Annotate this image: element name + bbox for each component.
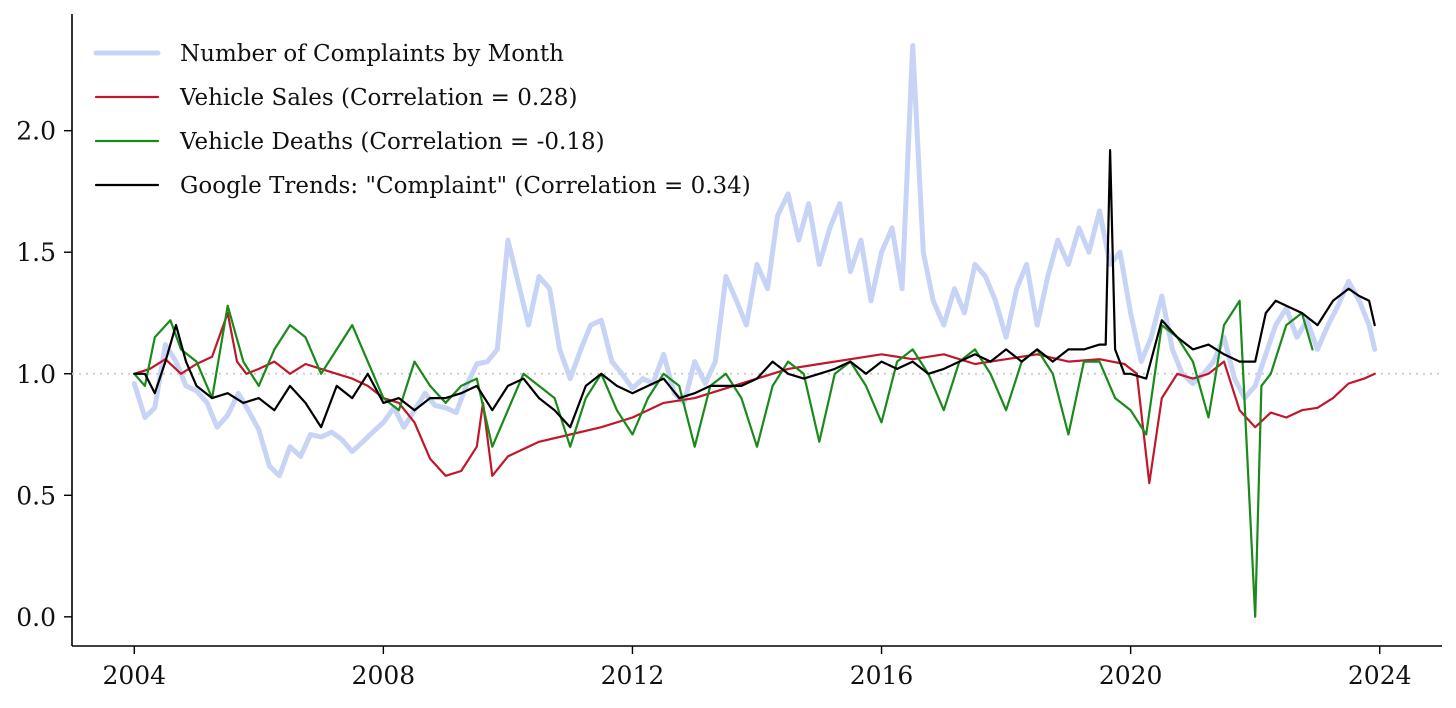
legend-label-1: Vehicle Sales (Correlation = 0.28) (179, 85, 577, 111)
y-tick-label: 0.0 (16, 603, 56, 632)
x-tick-label: 2020 (1099, 661, 1163, 690)
legend-label-0: Number of Complaints by Month (180, 41, 564, 67)
x-tick-label: 2004 (102, 661, 166, 690)
axes-group: 2004 2008 2012 2016 2020 2024 0.0 0.5 1.0 1.5 2.0 (16, 14, 1442, 690)
y-tick-label: 0.5 (16, 481, 56, 510)
series-line-3 (133, 149, 1376, 429)
x-tick-label: 2008 (352, 661, 416, 690)
x-tick-label: 2016 (850, 661, 914, 690)
y-tick-label: 1.0 (16, 360, 56, 389)
series-line-1 (133, 311, 1376, 485)
y-tick-label: 2.0 (16, 117, 56, 146)
y-tick-label: 1.5 (16, 238, 56, 267)
x-tick-label: 2012 (601, 661, 665, 690)
legend-label-2: Vehicle Deaths (Correlation = -0.18) (179, 129, 605, 155)
legend: Number of Complaints by Month Vehicle Sal… (93, 41, 751, 199)
legend-label-3: Google Trends: "Complaint" (Correlation … (180, 173, 751, 199)
x-tick-label: 2024 (1348, 661, 1412, 690)
series-group (131, 43, 1378, 618)
series-line-0 (131, 43, 1378, 479)
series-line-2 (133, 299, 1314, 618)
